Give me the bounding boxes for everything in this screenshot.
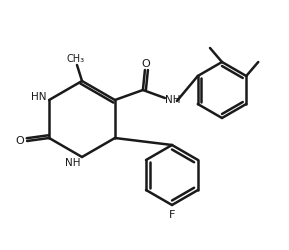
Text: F: F — [169, 209, 175, 219]
Text: O: O — [142, 59, 150, 69]
Text: O: O — [16, 136, 25, 145]
Text: CH₃: CH₃ — [67, 54, 85, 64]
Text: NH: NH — [165, 94, 181, 104]
Text: NH: NH — [65, 157, 81, 167]
Text: HN: HN — [31, 92, 47, 102]
